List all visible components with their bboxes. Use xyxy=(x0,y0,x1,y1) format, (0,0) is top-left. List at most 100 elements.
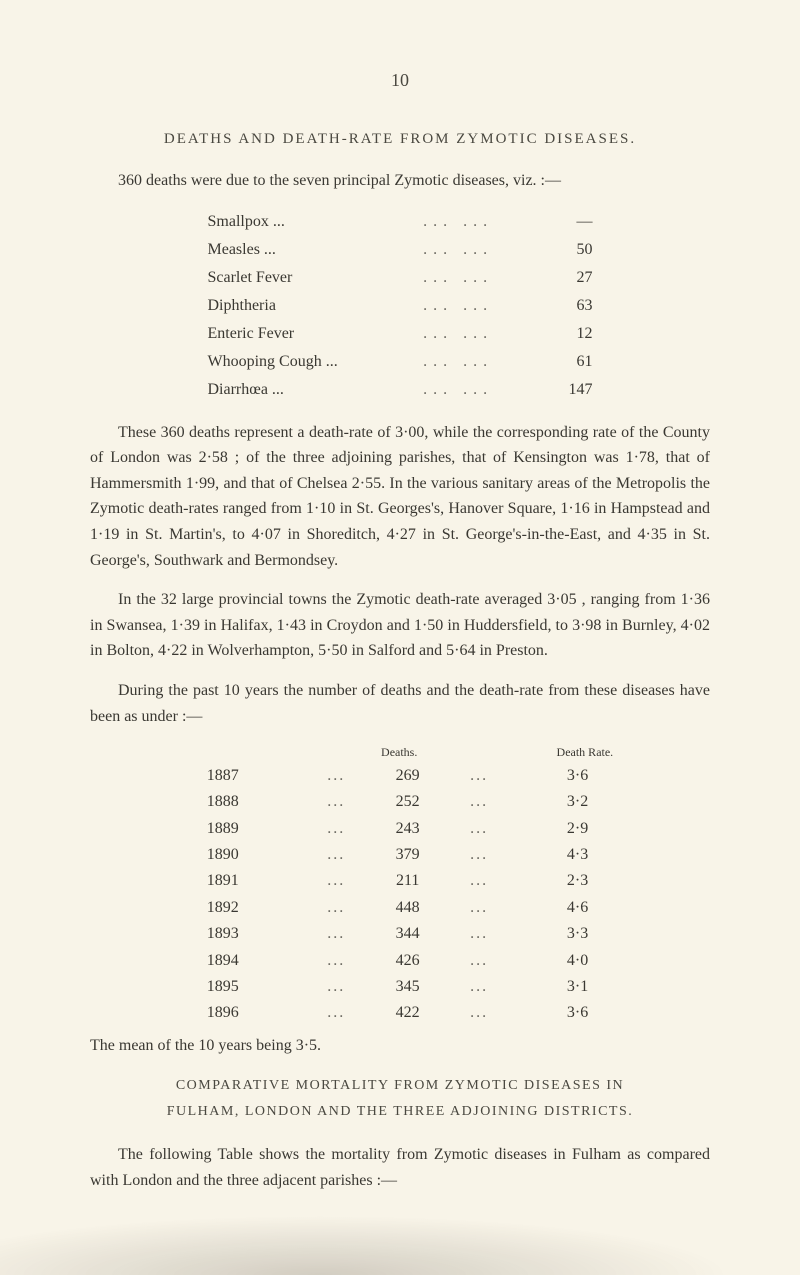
death-table-row: 1887...269...3·6 xyxy=(177,763,623,789)
death-count: 448 xyxy=(367,895,447,921)
intro-paragraph: 360 deaths were due to the seven princip… xyxy=(90,168,710,194)
dots-separator: ... xyxy=(305,789,367,815)
disease-value: 61 xyxy=(500,348,633,376)
disease-label: Diarrhœa ... xyxy=(168,376,417,404)
dots-separator: ... xyxy=(305,868,367,894)
death-rate: 3·2 xyxy=(510,789,623,815)
death-rate: 4·6 xyxy=(510,895,623,921)
death-table-row: 1895...345...3·1 xyxy=(177,974,623,1000)
dots-separator: ... xyxy=(305,816,367,842)
death-rate: 3·1 xyxy=(510,974,623,1000)
dots-separator: ... xyxy=(448,921,510,947)
disease-value: 50 xyxy=(500,236,633,264)
death-table-row: 1890...379...4·3 xyxy=(177,842,623,868)
disease-row: Whooping Cough ...... ...61 xyxy=(168,348,633,376)
page-number: 10 xyxy=(90,70,710,91)
death-count: 422 xyxy=(367,1000,447,1026)
dots-separator: ... xyxy=(305,921,367,947)
death-count: 379 xyxy=(367,842,447,868)
death-table-row: 1891...211...2·3 xyxy=(177,868,623,894)
death-count: 269 xyxy=(367,763,447,789)
dots-separator: ... xyxy=(448,948,510,974)
dots-separator: ... xyxy=(448,1000,510,1026)
disease-label: Smallpox ... xyxy=(168,208,417,236)
death-year: 1889 xyxy=(177,816,305,842)
disease-row: Diphtheria... ...63 xyxy=(168,292,633,320)
death-rate: 2·3 xyxy=(510,868,623,894)
dots-separator: ... xyxy=(448,842,510,868)
section-title-2: COMPARATIVE MORTALITY FROM ZYMOTIC DISEA… xyxy=(90,1073,710,1126)
body-paragraph-4: The following Table shows the mortality … xyxy=(90,1142,710,1193)
death-rate: 3·3 xyxy=(510,921,623,947)
death-count: 344 xyxy=(367,921,447,947)
disease-label: Measles ... xyxy=(168,236,417,264)
death-year: 1891 xyxy=(177,868,305,894)
disease-label: Scarlet Fever xyxy=(168,264,417,292)
dots-separator: ... ... xyxy=(417,376,500,404)
dots-separator: ... ... xyxy=(417,348,500,376)
death-rate: 3·6 xyxy=(510,1000,623,1026)
death-year: 1890 xyxy=(177,842,305,868)
dots-separator: ... ... xyxy=(417,208,500,236)
death-year: 1895 xyxy=(177,974,305,1000)
dots-separator: ... ... xyxy=(417,264,500,292)
death-table-row: 1888...252...3·2 xyxy=(177,789,623,815)
disease-value: 63 xyxy=(500,292,633,320)
disease-value: 12 xyxy=(500,320,633,348)
death-count: 243 xyxy=(367,816,447,842)
section-title-2-line1: COMPARATIVE MORTALITY FROM ZYMOTIC DISEA… xyxy=(176,1078,624,1093)
disease-row: Diarrhœa ...... ...147 xyxy=(168,376,633,404)
death-year: 1893 xyxy=(177,921,305,947)
dots-separator: ... xyxy=(448,789,510,815)
death-rate: 3·6 xyxy=(510,763,623,789)
death-rate: 4·3 xyxy=(510,842,623,868)
dots-separator: ... xyxy=(448,816,510,842)
death-table-row: 1896...422...3·6 xyxy=(177,1000,623,1026)
dots-separator: ... xyxy=(305,948,367,974)
dots-separator: ... ... xyxy=(417,320,500,348)
dots-separator: ... ... xyxy=(417,236,500,264)
death-rate: 2·9 xyxy=(510,816,623,842)
disease-label: Diphtheria xyxy=(168,292,417,320)
body-paragraph-2: In the 32 large provincial towns the Zym… xyxy=(90,587,710,664)
death-table-row: 1893...344...3·3 xyxy=(177,921,623,947)
death-year: 1894 xyxy=(177,948,305,974)
death-year: 1896 xyxy=(177,1000,305,1026)
disease-label: Enteric Fever xyxy=(168,320,417,348)
death-rate-table: Deaths. Death Rate. 1887...269...3·61888… xyxy=(177,743,623,1027)
dots-separator: ... xyxy=(448,974,510,1000)
death-table-header: Deaths. Death Rate. xyxy=(177,743,623,763)
body-paragraph-1: These 360 deaths represent a death-rate … xyxy=(90,420,710,574)
page-container: 10 DEATHS AND DEATH-RATE FROM ZYMOTIC DI… xyxy=(0,0,800,1257)
disease-row: Smallpox ...... ...— xyxy=(168,208,633,236)
dots-separator: ... ... xyxy=(417,292,500,320)
section-title: DEATHS AND DEATH-RATE FROM ZYMOTIC DISEA… xyxy=(90,131,710,148)
disease-value: 147 xyxy=(500,376,633,404)
body-paragraph-3: During the past 10 years the number of d… xyxy=(90,678,710,729)
dots-separator: ... xyxy=(448,895,510,921)
disease-row: Enteric Fever... ...12 xyxy=(168,320,633,348)
death-count: 252 xyxy=(367,789,447,815)
death-table-row: 1892...448...4·6 xyxy=(177,895,623,921)
dots-separator: ... xyxy=(305,895,367,921)
disease-label: Whooping Cough ... xyxy=(168,348,417,376)
death-table-row: 1894...426...4·0 xyxy=(177,948,623,974)
death-year: 1887 xyxy=(177,763,305,789)
section-title-2-line2: FULHAM, LONDON AND THE THREE ADJOINING D… xyxy=(167,1104,634,1119)
death-rate: 4·0 xyxy=(510,948,623,974)
dots-separator: ... xyxy=(305,1000,367,1026)
disease-list: Smallpox ...... ...—Measles ...... ...50… xyxy=(168,208,633,404)
disease-row: Scarlet Fever... ...27 xyxy=(168,264,633,292)
dots-separator: ... xyxy=(448,868,510,894)
dots-separator: ... xyxy=(305,842,367,868)
header-rate: Death Rate. xyxy=(502,743,624,763)
death-year: 1888 xyxy=(177,789,305,815)
dots-separator: ... xyxy=(305,763,367,789)
death-count: 345 xyxy=(367,974,447,1000)
disease-value: 27 xyxy=(500,264,633,292)
dots-separator: ... xyxy=(305,974,367,1000)
death-count: 211 xyxy=(367,868,447,894)
mean-line: The mean of the 10 years being 3·5. xyxy=(90,1037,710,1055)
header-deaths: Deaths. xyxy=(177,743,502,763)
disease-value: — xyxy=(500,208,633,236)
